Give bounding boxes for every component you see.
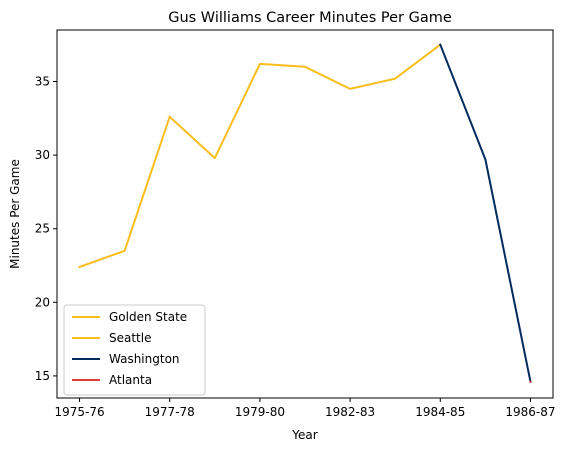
x-tick-label: 1979-80 [235, 405, 285, 419]
y-axis-ticks: 15 20 25 30 35 [35, 75, 57, 383]
legend-label-seattle: Seattle [109, 331, 151, 345]
x-axis-ticks: 1975-76 1977-78 1979-80 1982-83 1984-85 1986-… [54, 398, 556, 419]
x-axis-label: Year [291, 428, 317, 442]
x-tick-label: 1977-78 [145, 405, 195, 419]
plot-lines [78, 43, 532, 383]
legend: Golden State Seattle Washington Atlanta [63, 304, 206, 396]
x-tick-label: 1986-87 [505, 405, 555, 419]
y-tick-label: 30 [35, 148, 50, 162]
x-tick-label: 1982-83 [325, 405, 375, 419]
legend-label-washington: Washington [109, 352, 180, 366]
chart-title: Gus Williams Career Minutes Per Game [168, 10, 452, 26]
y-axis-label: Minutes Per Game [8, 159, 22, 269]
legend-box [63, 304, 206, 396]
series-line-golden-state [78, 115, 171, 269]
y-tick-label: 25 [35, 222, 50, 236]
y-tick-label: 15 [35, 369, 50, 383]
series-line-seattle [168, 43, 442, 160]
x-tick-label: 1984-85 [415, 405, 465, 419]
plot-frame [56, 29, 554, 399]
legend-label-atlanta: Atlanta [109, 373, 152, 387]
series-point-atlanta [529, 380, 532, 383]
y-tick-label: 35 [35, 75, 50, 89]
legend-label-golden-state: Golden State [109, 310, 187, 324]
series-line-washington [439, 43, 532, 383]
y-tick-label: 20 [35, 295, 50, 309]
x-tick-label: 1975-76 [54, 405, 104, 419]
